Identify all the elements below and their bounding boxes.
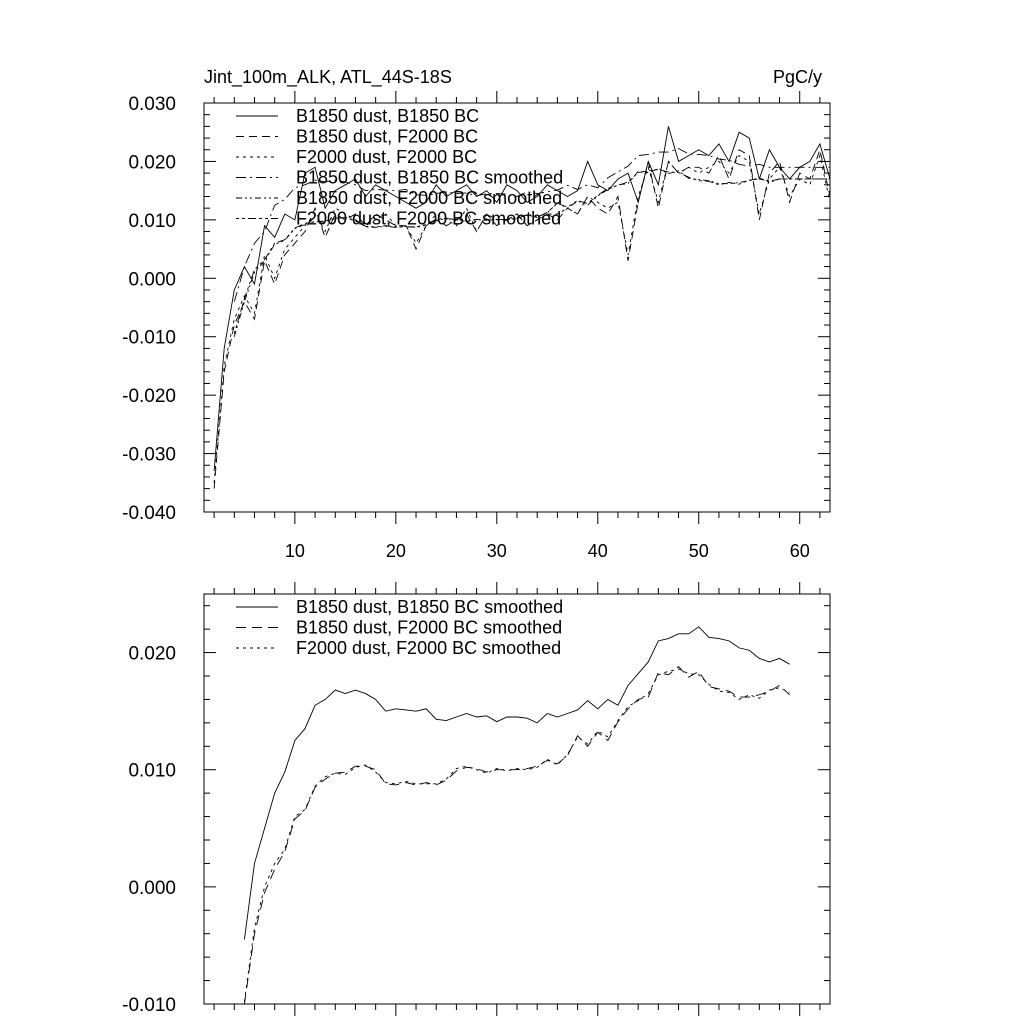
top-y-tick-label: -0.010 — [122, 328, 176, 349]
top-y-tick-label: 0.000 — [128, 269, 176, 290]
top-chart-plot-frame — [203, 102, 831, 513]
top-series-line-6 — [233, 169, 830, 334]
top-series-line-1 — [213, 126, 831, 472]
bottom-y-tick-label: 0.010 — [128, 761, 176, 782]
bottom-y-tick-label: 0.000 — [128, 878, 176, 899]
top-y-tick-label: 0.020 — [128, 152, 176, 173]
bottom-legend-label: B1850 dust, B1850 BC smoothed — [296, 597, 563, 617]
bottom-series-line-2 — [243, 666, 790, 1005]
top-chart-panel: Jint_100m_ALK, ATL_44S-18S PgC/y 10 20 30 4… — [122, 67, 831, 561]
chart-title-right: PgC/y — [773, 67, 822, 87]
bottom-chart-series — [243, 626, 790, 1005]
top-series-line-4 — [233, 148, 830, 302]
top-y-tick-label: -0.020 — [122, 386, 176, 407]
top-series-line-3 — [213, 153, 831, 483]
bottom-legend-label: B1850 dust, F2000 BC smoothed — [296, 618, 562, 638]
top-series-line-2 — [213, 148, 831, 489]
bottom-chart-plot-frame — [203, 593, 831, 1005]
bottom-y-tick-label: 0.020 — [128, 644, 176, 665]
top-y-tick-label: 0.010 — [128, 211, 176, 232]
top-legend-label: B1850 dust, F2000 BC — [296, 127, 478, 147]
bottom-y-tick-label: -0.010 — [122, 995, 176, 1016]
top-x-tick-label: 40 — [588, 541, 608, 561]
top-x-tick-label: 20 — [386, 541, 406, 561]
top-x-tick-label: 60 — [790, 541, 810, 561]
top-series-line-5 — [233, 167, 830, 337]
top-legend-label: B1850 dust, B1850 BC smoothed — [296, 168, 563, 188]
bottom-legend-label: F2000 dust, F2000 BC smoothed — [296, 638, 561, 658]
top-x-tick-label: 10 — [285, 541, 305, 561]
chart-title-left: Jint_100m_ALK, ATL_44S-18S — [204, 67, 452, 88]
top-chart-ticks: 10 20 30 40 50 60 -0.040 -0.030 -0.020 -0.010 0.00… — [122, 91, 830, 561]
top-y-tick-label: -0.040 — [122, 503, 176, 524]
top-chart-series — [213, 126, 831, 489]
top-y-tick-label: -0.030 — [122, 445, 176, 466]
bottom-chart-panel: -0.010 0.000 0.010 0.020 B1850 dust, B1850 … — [122, 582, 831, 1016]
top-legend-label: B1850 dust, F2000 BC smoothed — [296, 188, 562, 208]
top-x-tick-label: 50 — [689, 541, 709, 561]
bottom-series-line-3 — [243, 668, 790, 1002]
top-y-tick-label: 0.030 — [128, 94, 176, 115]
bottom-chart-ticks: -0.010 0.000 0.010 0.020 — [122, 582, 830, 1016]
top-legend-label: F2000 dust, F2000 BC — [296, 147, 477, 167]
top-x-tick-label: 30 — [487, 541, 507, 561]
top-legend-label: F2000 dust, F2000 BC smoothed — [296, 209, 561, 229]
bottom-series-line-1 — [243, 626, 790, 940]
top-legend-label: B1850 dust, B1850 BC — [296, 106, 479, 126]
